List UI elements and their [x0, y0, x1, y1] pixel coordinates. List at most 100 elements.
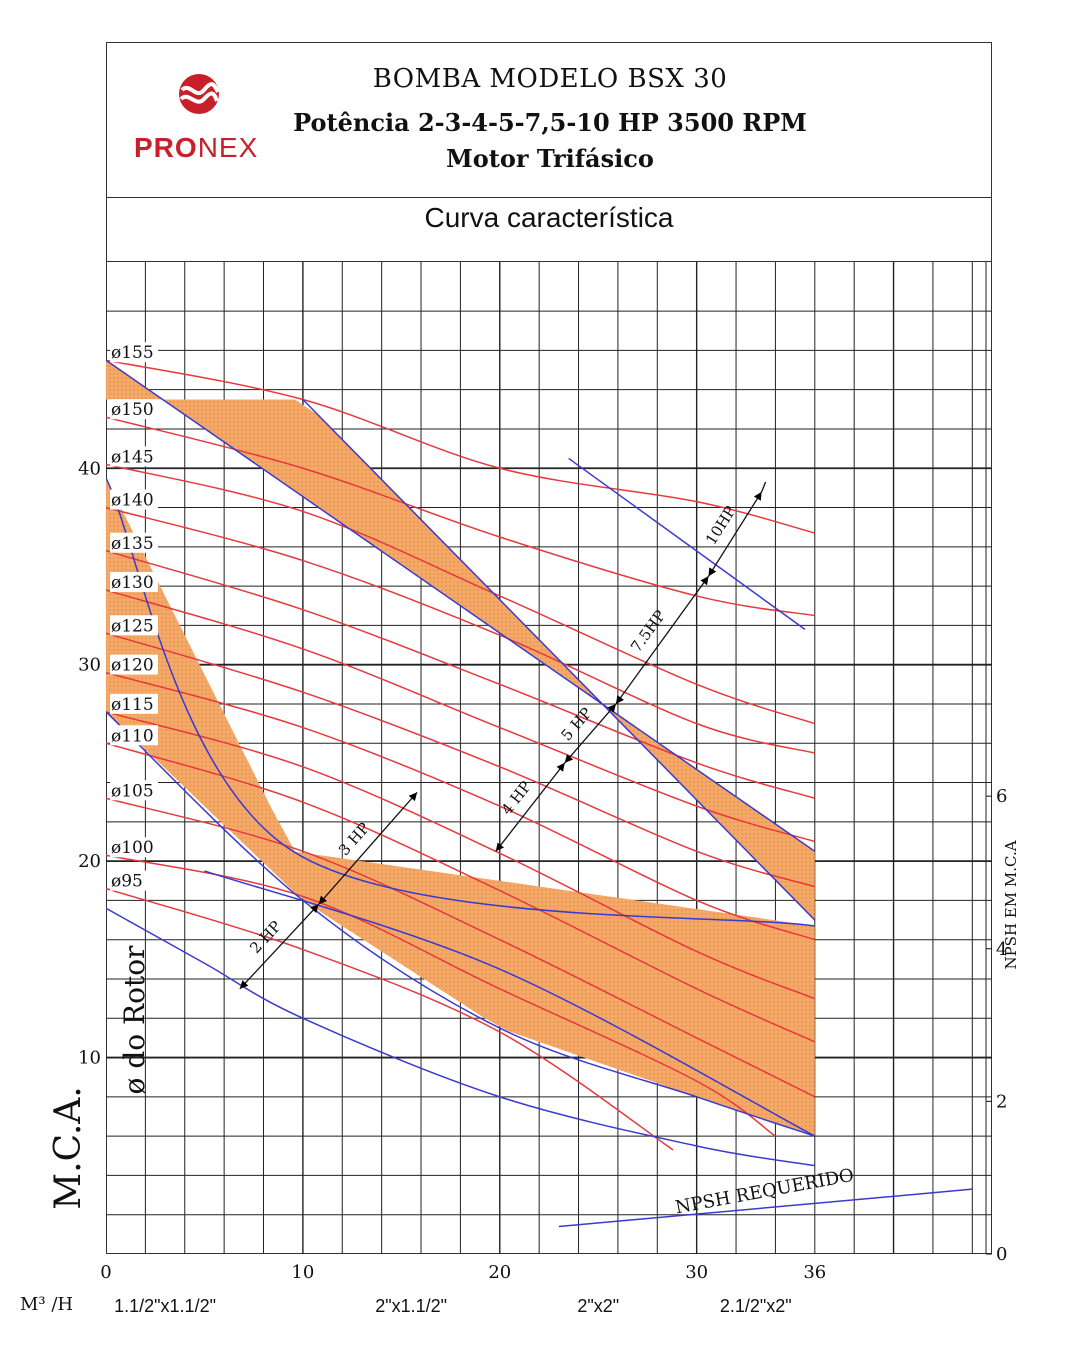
hp-marker-line [615, 575, 710, 705]
rotor-diameter-label: ø150 [111, 400, 154, 420]
hp-marker-line [239, 903, 320, 990]
hp-arrowhead [408, 792, 418, 802]
x-tick-label: 20 [488, 1262, 511, 1283]
hp-arrowhead [495, 842, 504, 852]
right-tick-label: 0 [996, 1244, 1007, 1265]
rotor-label-bg [110, 654, 158, 675]
impeller-curve [106, 632, 816, 888]
chart-subtitle: Curva característica [424, 202, 674, 233]
rotor-diameter-label: ø135 [111, 534, 154, 554]
npsh-label: NPSH REQUERIDO [674, 1165, 856, 1219]
brand-part-b: NEX [197, 132, 259, 163]
power-limit-line [204, 870, 816, 1137]
impeller-curve [106, 550, 816, 799]
hp-arrowhead [564, 754, 574, 763]
connection-size-label: 2.1/2"x2" [720, 1296, 792, 1316]
rotor-label-bg [110, 399, 158, 420]
subtitle-box [106, 198, 992, 262]
brand-part-a: PRO [134, 132, 198, 163]
pronex-logo-icon [179, 74, 220, 114]
rotor-label-bg [110, 572, 158, 593]
impeller-curve [106, 671, 816, 941]
y-tick-label: 10 [78, 1048, 101, 1069]
x-tick-label: 36 [803, 1262, 826, 1283]
rotor-diameter-label: ø120 [111, 656, 154, 676]
page-title: BOMBA MODELO BSX 30 [372, 64, 728, 94]
connection-size-label: 2"x1.1/2" [375, 1296, 447, 1316]
rotor-diameter-label: ø95 [111, 872, 143, 892]
x-tick-label: 0 [100, 1262, 111, 1283]
connection-size-label: 1.1/2"x1.1/2" [114, 1296, 216, 1316]
rotor-label-bg [110, 780, 158, 801]
impeller-curve [106, 589, 816, 843]
rotor-diameter-label: ø140 [111, 491, 154, 511]
hp-marker-line [707, 491, 763, 577]
y-axis-label: M.C.A. [48, 1086, 89, 1209]
x-tick-label: 10 [291, 1262, 314, 1283]
hp-label: 2 HP [246, 917, 285, 957]
power-limit-line [106, 711, 816, 1137]
shaded-region-low [106, 478, 815, 1137]
rotor-label-bg [110, 342, 158, 363]
y-tick-label: 20 [78, 851, 101, 872]
power-limit-line [106, 907, 815, 1167]
power-limit-line [568, 457, 806, 630]
rotor-axis-label: ø do Rotor [118, 945, 151, 1094]
hp-label: 3 HP [335, 819, 373, 859]
rotor-diameter-label: ø115 [111, 695, 154, 715]
power-limit-line [106, 359, 816, 852]
rotor-label-bg [110, 615, 158, 636]
motor-line: Motor Trifásico [446, 144, 654, 173]
hp-arrowhead [615, 695, 624, 704]
right-tick-label: 4 [996, 939, 1007, 960]
logo-wave [180, 82, 220, 96]
hp-arrowhead [708, 567, 717, 577]
right-tick-label: 2 [996, 1091, 1007, 1112]
header-box [106, 42, 992, 198]
logo-wave-2 [179, 91, 219, 104]
rotor-label-bg [110, 489, 158, 510]
brand-wordmark: PRONEX [134, 132, 258, 164]
impeller-curve [106, 416, 815, 617]
x-tick-label: 30 [685, 1262, 708, 1283]
rotor-label-bg [110, 446, 158, 467]
hp-marker-line [495, 762, 566, 852]
hp-marker-extension [761, 481, 767, 493]
hp-arrowhead [310, 904, 319, 913]
hp-arrowhead [700, 576, 709, 586]
rotor-diameter-label: ø155 [111, 343, 154, 363]
rotor-label-bg [110, 870, 158, 891]
hp-marker-line [564, 703, 617, 764]
hp-arrowhead [318, 895, 328, 905]
y-tick-label: 40 [78, 458, 101, 479]
impeller-curve [106, 506, 815, 754]
power-line: Potência 2-3-4-5-7,5-10 HP 3500 RPM [293, 108, 807, 137]
y-tick-label: 30 [78, 655, 101, 676]
x-axis-label: M³ /H [20, 1294, 73, 1315]
rotor-diameter-label: ø110 [111, 726, 154, 746]
hp-arrowhead [556, 762, 565, 772]
hp-arrowhead [753, 491, 762, 501]
hp-arrowhead [607, 703, 616, 713]
hp-label: 4 HP [498, 778, 535, 819]
rotor-diameter-label: ø145 [111, 447, 154, 467]
power-limit-line [302, 398, 816, 921]
rotor-label-bg [110, 693, 158, 714]
connection-size-label: 2"x2" [577, 1296, 619, 1316]
impeller-curve [106, 887, 674, 1151]
rotor-label-bg [110, 532, 158, 553]
impeller-curve [106, 742, 816, 1043]
rotor-diameter-label: ø130 [111, 573, 154, 593]
npsh-line [558, 1188, 973, 1228]
impeller-curve [106, 797, 816, 1098]
hp-label: 10HP [702, 503, 740, 548]
rotor-diameter-label: ø125 [111, 616, 154, 636]
rotor-label-bg [110, 725, 158, 746]
right-axis-label: NPSH EM M.C.A [1002, 840, 1020, 969]
hp-arrowhead [239, 980, 249, 989]
impeller-curve [106, 711, 816, 1000]
hp-marker-line [318, 791, 418, 905]
rotor-diameter-label: ø105 [111, 781, 154, 801]
impeller-curve [106, 359, 815, 534]
